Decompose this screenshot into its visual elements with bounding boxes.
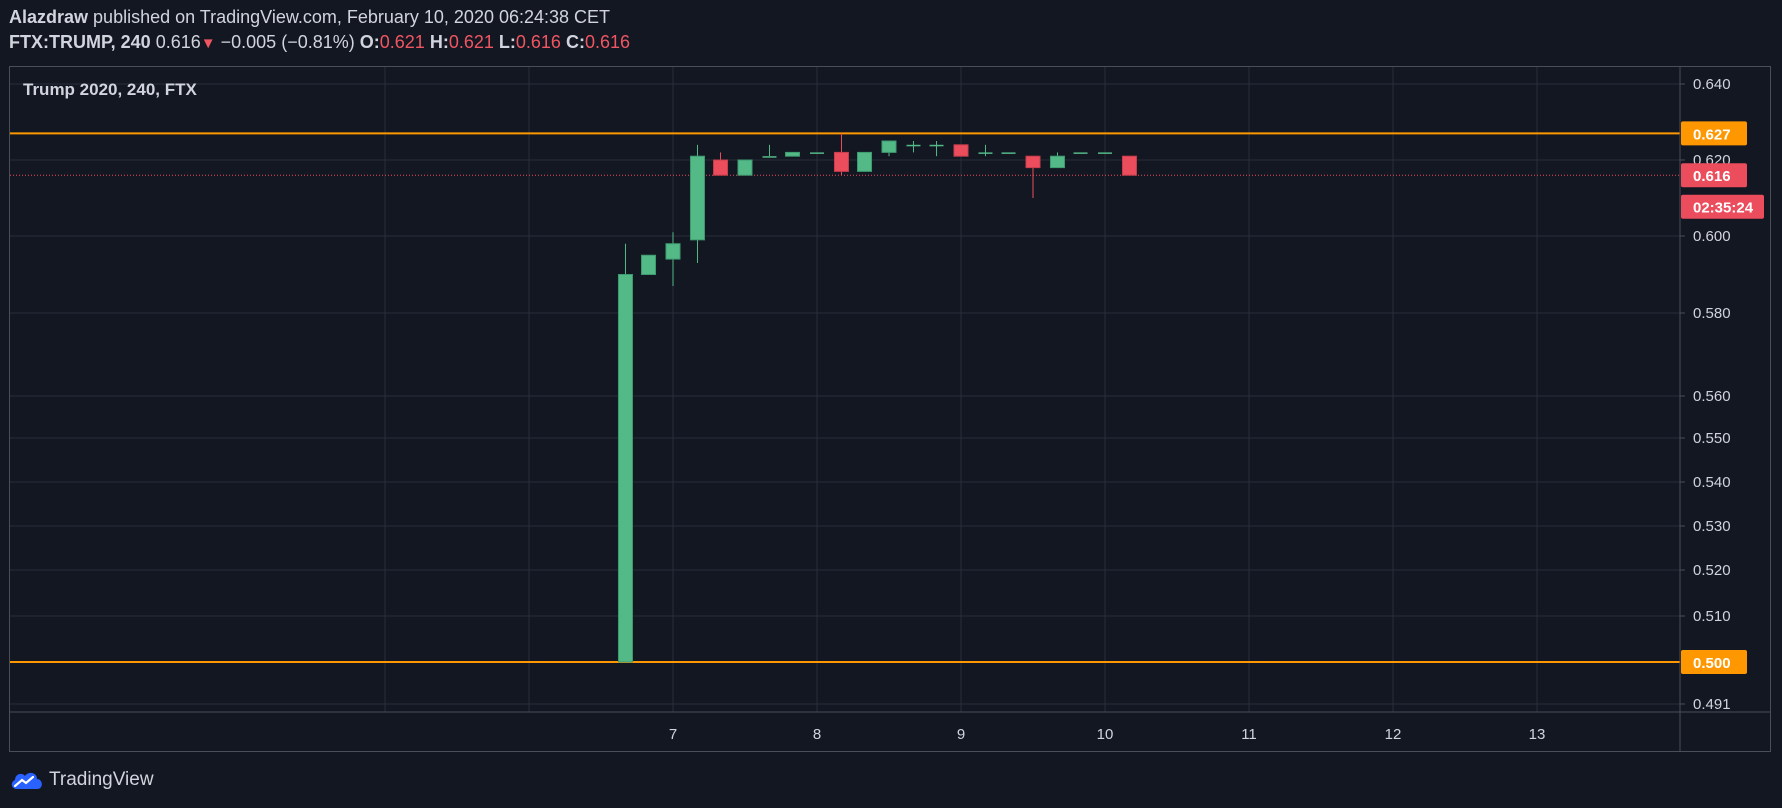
x-tick-label: 7 xyxy=(669,726,677,743)
candle-body xyxy=(929,144,944,147)
candle-body xyxy=(978,152,993,154)
last-price: 0.616 xyxy=(155,32,201,52)
candle xyxy=(906,141,921,153)
open-label: O: xyxy=(359,32,380,52)
y-tick-label: 0.600 xyxy=(1693,228,1731,245)
candle-body xyxy=(1098,152,1112,154)
y-tick-label: 0.550 xyxy=(1693,430,1731,447)
candle-body xyxy=(857,151,873,172)
candle-body xyxy=(906,144,921,147)
candle-body xyxy=(810,152,824,154)
price-label-hline: 0.627 xyxy=(1681,121,1747,146)
x-tick-label: 13 xyxy=(1529,726,1546,743)
y-tick-label: 0.491 xyxy=(1693,696,1731,713)
candle-body xyxy=(953,144,969,157)
price-label-text: 0.627 xyxy=(1693,126,1731,143)
candle-body xyxy=(881,140,897,153)
candles xyxy=(617,133,1137,663)
candle xyxy=(762,144,777,158)
candle xyxy=(785,151,801,157)
candle xyxy=(810,152,824,154)
symbol-info: FTX:TRUMP, 240 0.616▼ −0.005 (−0.81%) O:… xyxy=(9,32,630,53)
candle-body xyxy=(737,159,753,176)
y-tick-label: 0.530 xyxy=(1693,518,1731,535)
brand-name: TradingView xyxy=(49,769,154,790)
candle-body xyxy=(785,151,801,157)
y-tick-label: 0.560 xyxy=(1693,388,1731,405)
high-label: H: xyxy=(429,32,449,52)
y-tick-label: 0.540 xyxy=(1693,474,1731,491)
candle-body xyxy=(1025,155,1041,169)
chart-frame xyxy=(9,66,1771,752)
candle xyxy=(833,133,849,176)
close-label: C: xyxy=(565,32,585,52)
candle xyxy=(665,232,681,287)
candle-body xyxy=(665,243,681,260)
price-labels: 0.627 0.616 02:35:24 0.500 xyxy=(1681,121,1764,674)
x-tick-label: 9 xyxy=(957,726,965,743)
candle xyxy=(978,144,993,157)
candle xyxy=(641,254,657,275)
tradingview-cloud-icon xyxy=(11,772,42,789)
low-value: 0.616 xyxy=(515,32,561,52)
price-label-countdown: 02:35:24 xyxy=(1681,194,1764,219)
chart-symbol-label: Trump 2020, 240, FTX xyxy=(23,80,197,99)
candle xyxy=(1025,155,1041,198)
candle xyxy=(1121,155,1137,176)
y-tick-label: 0.580 xyxy=(1693,305,1731,322)
price-label-last: 0.616 xyxy=(1681,163,1747,188)
candle-body xyxy=(1049,155,1065,169)
candle-body xyxy=(1121,155,1137,176)
candle-body xyxy=(617,274,633,663)
candle xyxy=(857,151,873,172)
candle xyxy=(737,159,753,176)
close-value: 0.616 xyxy=(584,32,630,52)
candle xyxy=(1098,152,1112,154)
price-label-text: 02:35:24 xyxy=(1693,200,1754,217)
price-label-bg xyxy=(1681,121,1747,146)
candle-body xyxy=(641,254,657,275)
price-label-text: 0.616 xyxy=(1693,168,1731,185)
candle-body xyxy=(1001,152,1016,154)
y-tick-label: 0.520 xyxy=(1693,562,1731,579)
candle xyxy=(953,144,969,157)
candle xyxy=(617,243,633,663)
y-tick-label: 0.640 xyxy=(1693,76,1731,93)
x-tick-label: 11 xyxy=(1241,726,1257,743)
high-value: 0.621 xyxy=(448,32,494,52)
publish-info: Alazdraw published on TradingView.com, F… xyxy=(9,7,610,28)
candle xyxy=(713,152,729,176)
y-tick-label: 0.510 xyxy=(1693,608,1731,625)
low-label: L: xyxy=(498,32,516,52)
price-label-bg xyxy=(1681,194,1764,219)
x-tick-label: 8 xyxy=(813,726,821,743)
candle-body xyxy=(689,155,705,241)
candle-body xyxy=(762,156,777,158)
price-label-bg xyxy=(1681,650,1747,674)
x-tick-label: 10 xyxy=(1097,726,1114,743)
open-value: 0.621 xyxy=(379,32,425,52)
published-text: published on TradingView.com, February 1… xyxy=(93,7,611,27)
tradingview-brand[interactable]: TradingView xyxy=(9,769,154,791)
price-label-text: 0.500 xyxy=(1693,655,1731,672)
price-change: −0.005 (−0.81%) xyxy=(220,32,355,52)
x-tick-label: 12 xyxy=(1385,726,1402,743)
symbol-name: FTX:TRUMP, 240 xyxy=(9,32,151,52)
candle xyxy=(881,140,897,157)
candle xyxy=(689,144,705,263)
price-label-hline: 0.500 xyxy=(1681,650,1747,674)
price-label-bg xyxy=(1681,163,1747,188)
author-name[interactable]: Alazdraw xyxy=(9,7,89,27)
candle-body xyxy=(1073,152,1088,154)
candle-body xyxy=(713,159,729,176)
candle xyxy=(929,141,944,157)
horizontal-lines xyxy=(10,132,1680,663)
axes: 0.6400.6200.6000.5800.5600.5500.5400.530… xyxy=(10,67,1770,751)
candle xyxy=(1073,152,1088,154)
candle xyxy=(1001,152,1016,154)
candle-body xyxy=(833,151,849,172)
down-triangle-icon: ▼ xyxy=(200,35,216,52)
candle xyxy=(1049,152,1065,169)
